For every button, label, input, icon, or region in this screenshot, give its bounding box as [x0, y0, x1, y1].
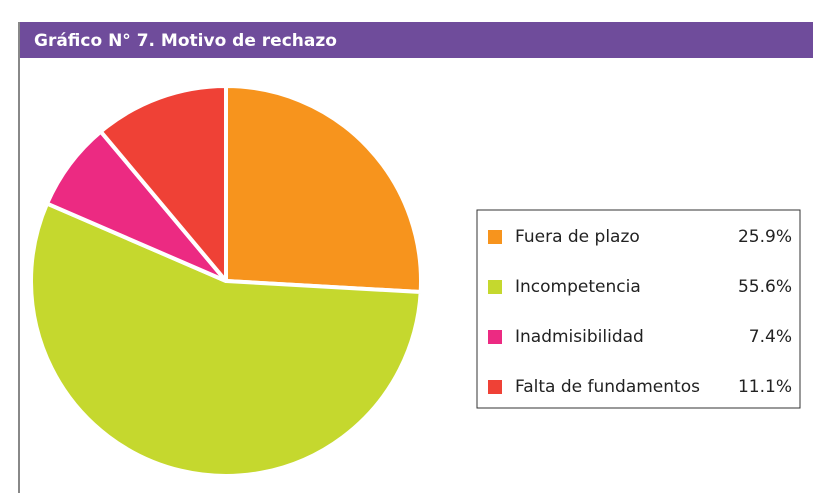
legend-box — [476, 209, 801, 409]
legend-label: Incompetencia — [515, 277, 641, 297]
legend-swatch — [488, 280, 502, 294]
legend-label: Falta de fundamentos — [515, 377, 700, 397]
value-label: 11.1% — [738, 377, 792, 397]
legend-label: Inadmisibilidad — [515, 327, 644, 347]
header-bar — [18, 22, 813, 58]
legend-swatch — [488, 380, 502, 394]
legend-swatch — [488, 330, 502, 344]
pie-slice — [98, 84, 228, 283]
legend-label: Fuera de plazo — [515, 227, 640, 247]
legend-swatch — [488, 230, 502, 244]
value-label: 25.9% — [738, 227, 792, 247]
value-label: 7.4% — [749, 327, 792, 347]
chart-title: Gráfico N° 7. Motivo de rechazo — [34, 31, 337, 51]
pie-slice — [224, 84, 423, 295]
value-label: 55.6% — [738, 277, 792, 297]
pie-slice — [29, 201, 423, 478]
